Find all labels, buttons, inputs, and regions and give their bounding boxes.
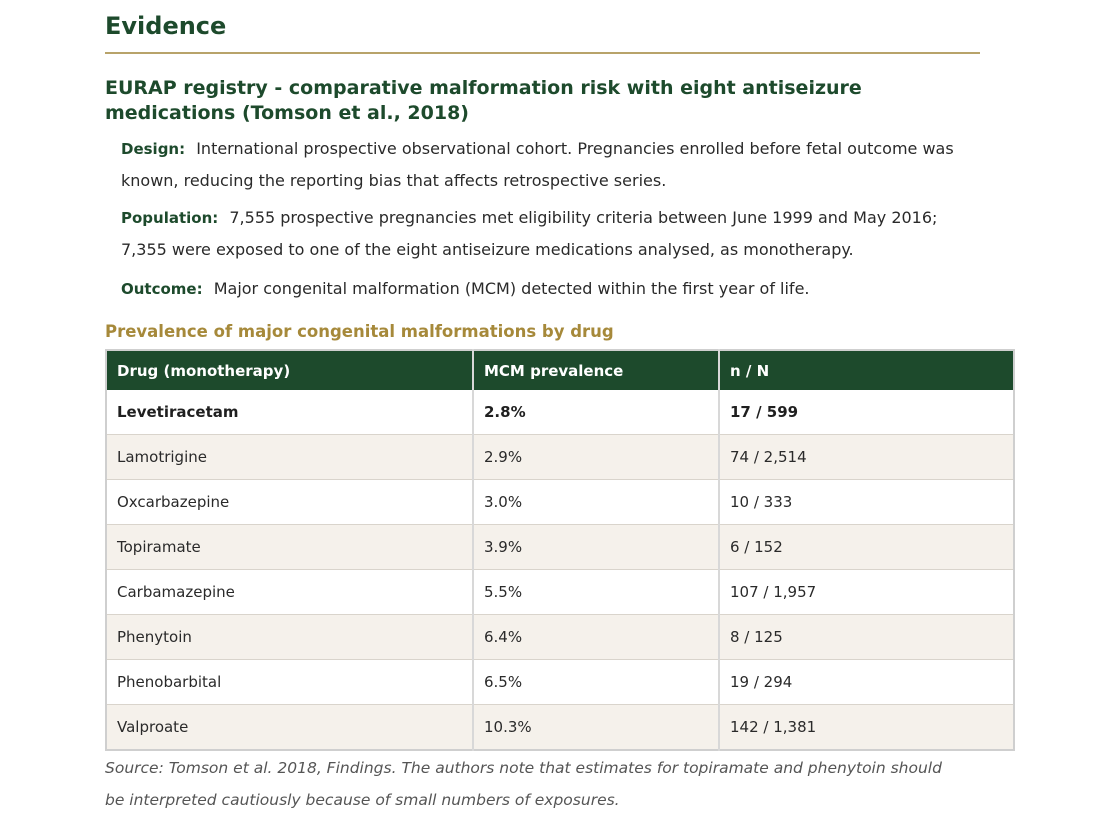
table-caption: Prevalence of major congenital malformat…	[105, 322, 614, 341]
prevalence-cell: 6.5%	[473, 659, 720, 705]
population-field: Population: 7,555 prospective pregnancie…	[121, 202, 981, 266]
table-row: Levetiracetam 2.8% 17 / 599	[106, 390, 1014, 435]
drug-cell: Levetiracetam	[106, 390, 474, 435]
table-header-row: Drug (monotherapy) MCM prevalence n / N	[106, 350, 1014, 390]
count-cell: 19 / 294	[719, 659, 1014, 705]
table-row: Lamotrigine 2.9% 74 / 2,514	[106, 434, 1014, 480]
header-drug: Drug (monotherapy)	[106, 350, 474, 390]
count-cell: 17 / 599	[719, 390, 1014, 435]
table-row: Carbamazepine 5.5% 107 / 1,957	[106, 569, 1014, 615]
count-cell: 74 / 2,514	[719, 434, 1014, 480]
malformation-table: Drug (monotherapy) MCM prevalence n / N …	[105, 349, 1015, 751]
prevalence-cell: 3.9%	[473, 524, 720, 570]
design-field: Design: International prospective observ…	[121, 133, 981, 197]
population-text: 7,555 prospective pregnancies met eligib…	[121, 208, 938, 259]
outcome-label: Outcome:	[121, 280, 203, 298]
study-title: EURAP registry - comparative malformatio…	[105, 77, 862, 124]
drug-cell: Phenobarbital	[106, 659, 474, 705]
source-note: Source: Tomson et al. 2018, Findings. Th…	[105, 759, 942, 809]
count-cell: 8 / 125	[719, 614, 1014, 660]
header-n-over-n: n / N	[719, 350, 1014, 390]
drug-cell: Topiramate	[106, 524, 474, 570]
drug-cell: Lamotrigine	[106, 434, 474, 480]
count-cell: 10 / 333	[719, 479, 1014, 525]
prevalence-cell: 5.5%	[473, 569, 720, 615]
prevalence-cell: 2.9%	[473, 434, 720, 480]
table-row: Phenytoin 6.4% 8 / 125	[106, 614, 1014, 660]
outcome-field: Outcome: Major congenital malformation (…	[121, 273, 981, 305]
count-cell: 142 / 1,381	[719, 704, 1014, 751]
design-label: Design:	[121, 140, 186, 158]
prevalence-cell: 6.4%	[473, 614, 720, 660]
table-row: Topiramate 3.9% 6 / 152	[106, 524, 1014, 570]
prevalence-cell: 3.0%	[473, 479, 720, 525]
drug-cell: Oxcarbazepine	[106, 479, 474, 525]
population-label: Population:	[121, 209, 219, 227]
table-row: Valproate 10.3% 142 / 1,381	[106, 704, 1014, 751]
design-text: International prospective observational …	[121, 139, 954, 190]
section-title: Evidence	[105, 12, 227, 40]
count-cell: 6 / 152	[719, 524, 1014, 570]
drug-cell: Carbamazepine	[106, 569, 474, 615]
drug-cell: Valproate	[106, 704, 474, 751]
prevalence-cell: 10.3%	[473, 704, 720, 751]
table-row: Oxcarbazepine 3.0% 10 / 333	[106, 479, 1014, 525]
drug-cell: Phenytoin	[106, 614, 474, 660]
outcome-text: Major congenital malformation (MCM) dete…	[213, 279, 810, 298]
title-divider	[105, 52, 980, 54]
table-row: Phenobarbital 6.5% 19 / 294	[106, 659, 1014, 705]
header-prevalence: MCM prevalence	[473, 350, 720, 390]
prevalence-cell: 2.8%	[473, 390, 720, 435]
count-cell: 107 / 1,957	[719, 569, 1014, 615]
